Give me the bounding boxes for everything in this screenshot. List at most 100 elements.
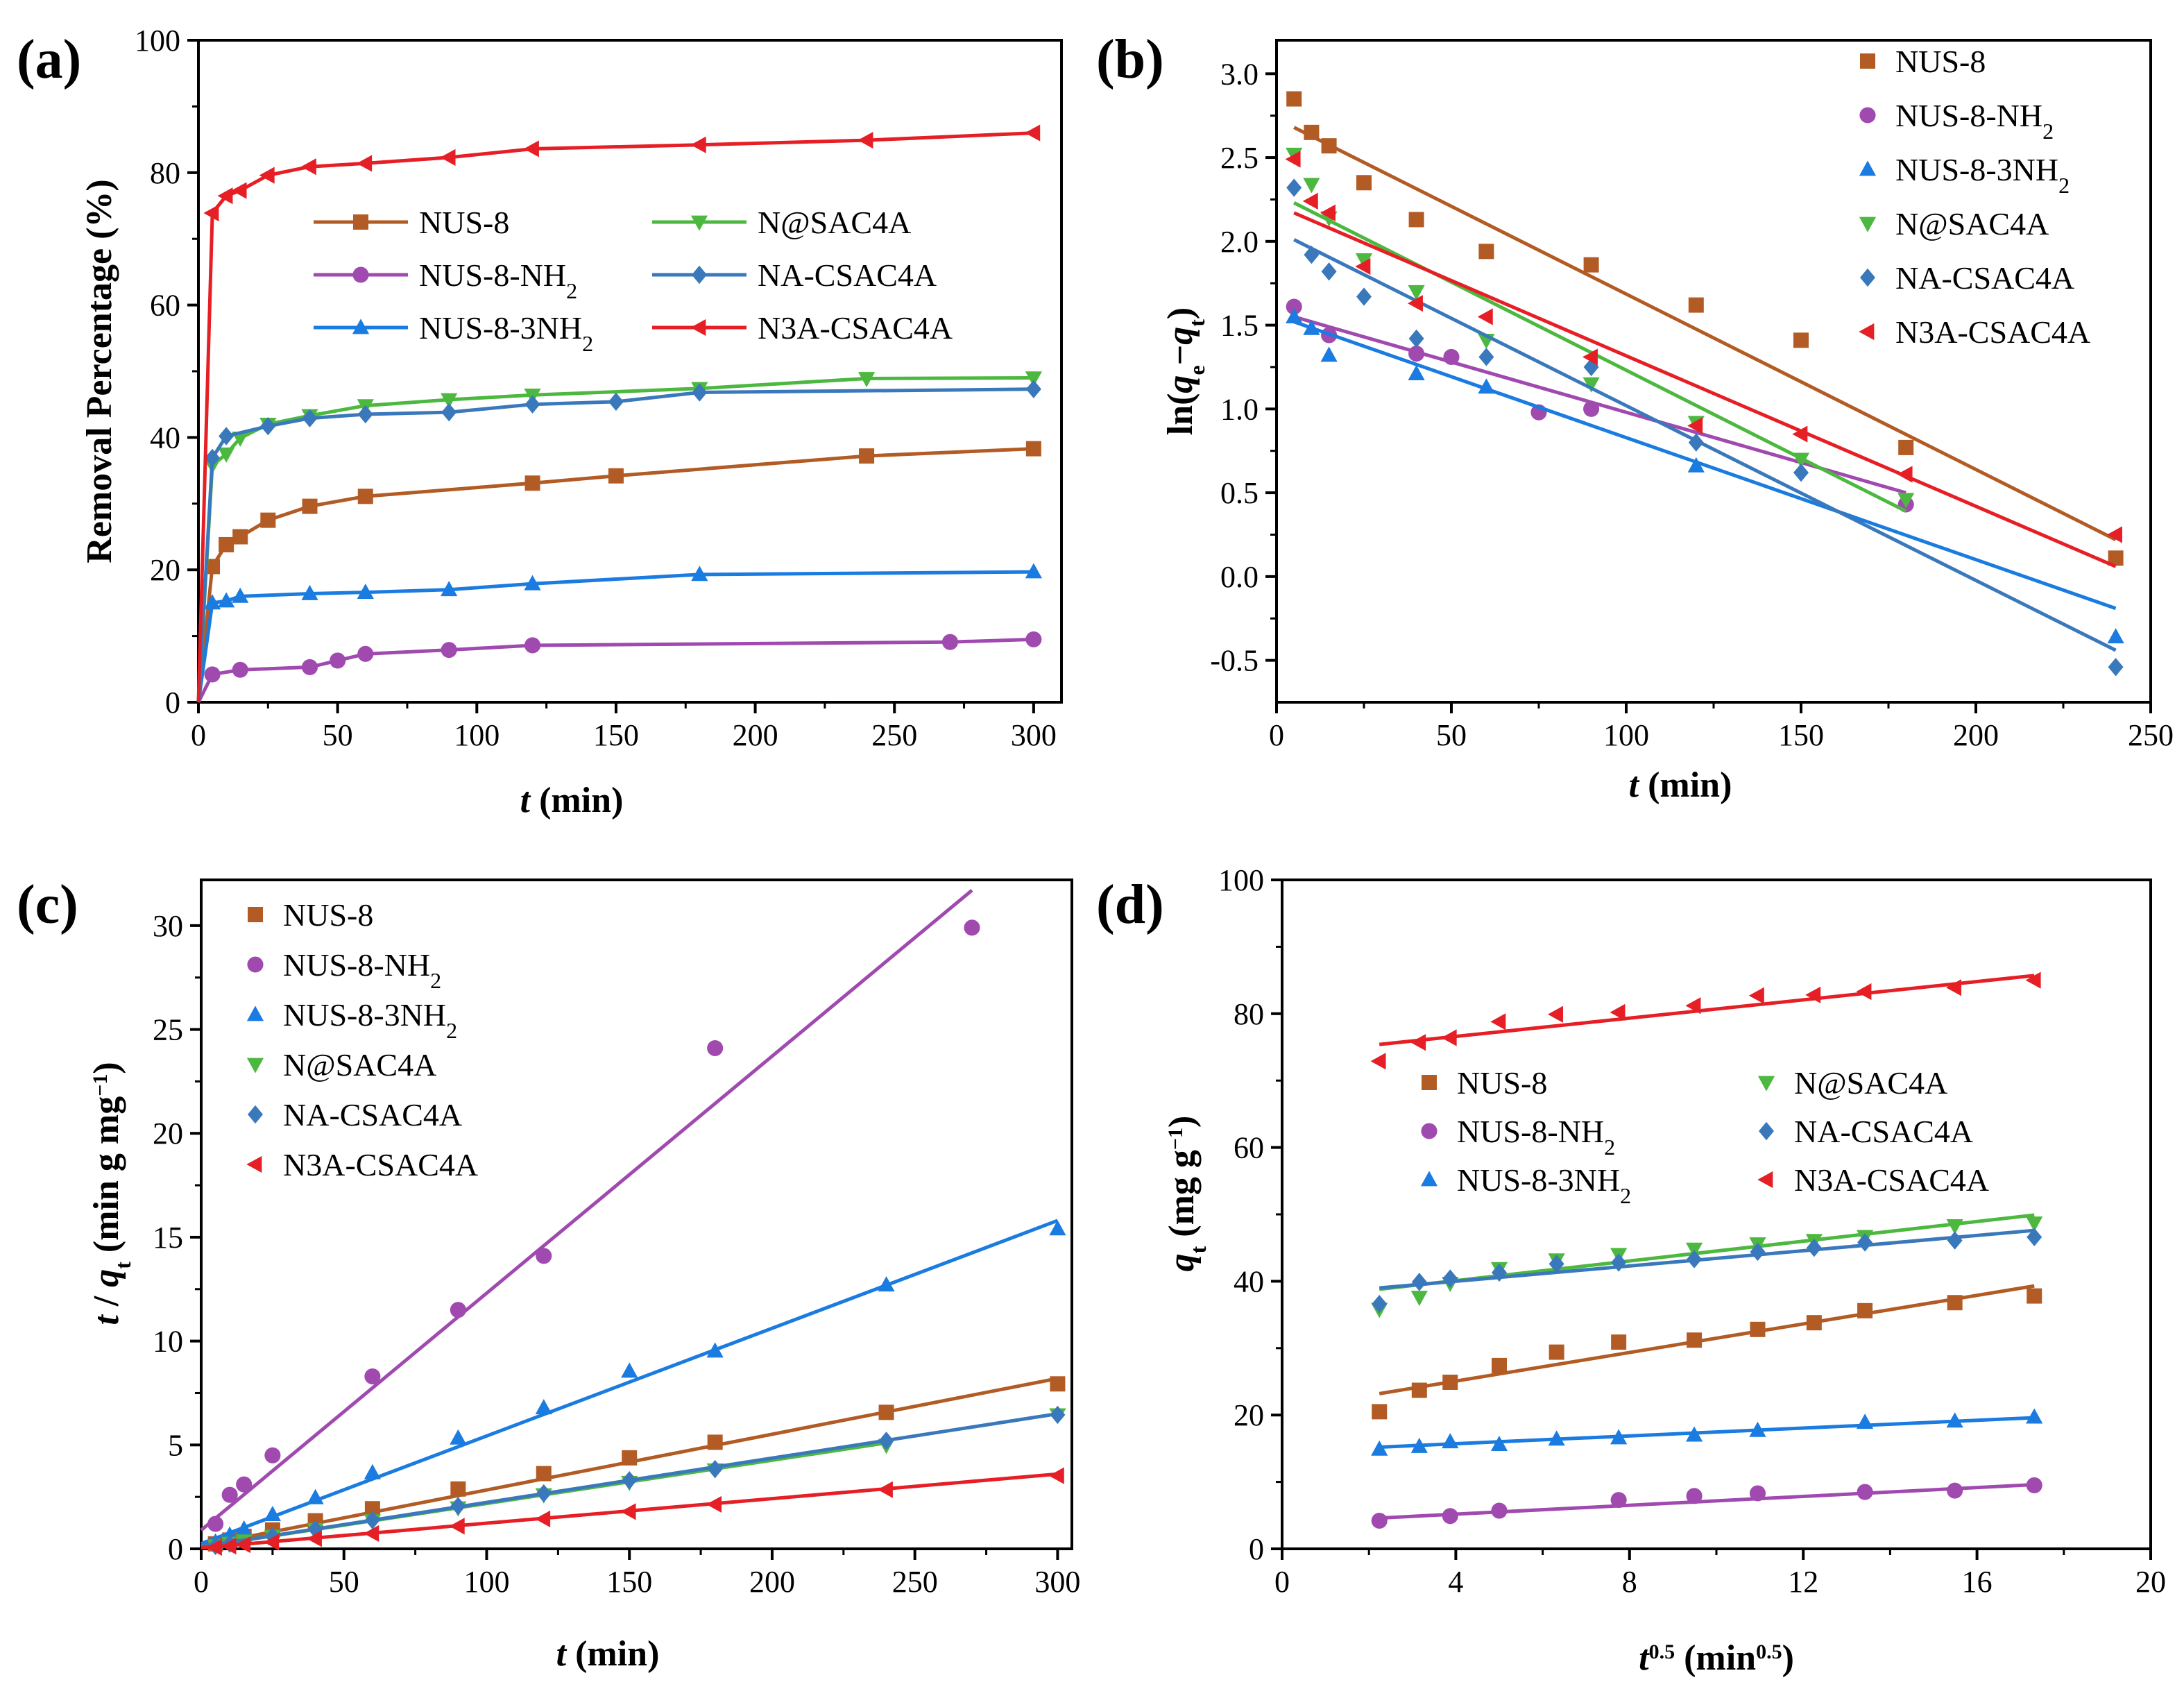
data-point bbox=[441, 402, 457, 422]
data-point bbox=[1025, 124, 1041, 142]
data-point bbox=[1285, 151, 1301, 168]
data-point bbox=[450, 1429, 467, 1445]
legend-marker bbox=[1421, 1123, 1437, 1139]
x-tick-label: 50 bbox=[329, 1565, 359, 1599]
data-point bbox=[608, 468, 624, 484]
data-point bbox=[2027, 1228, 2042, 1246]
data-point bbox=[203, 594, 221, 610]
panel-d: (d) 0 4 8 12 16 20 0 20 40 60 80 100 t0.5 (min0.5) qt … bbox=[1096, 863, 2166, 1678]
data-point bbox=[1897, 466, 1913, 483]
legend-item-nus-8-3nh2: NUS-8-3NH2 bbox=[246, 997, 457, 1043]
data-point bbox=[2108, 658, 2124, 677]
legend-marker bbox=[692, 265, 707, 285]
data-point bbox=[302, 409, 318, 427]
data-point bbox=[1407, 295, 1423, 312]
x-tick-label: 0 bbox=[1269, 718, 1284, 752]
data-point bbox=[707, 1039, 724, 1057]
legend-label: N3A-CSAC4A bbox=[758, 310, 953, 346]
data-point bbox=[221, 1486, 238, 1503]
data-point bbox=[357, 645, 374, 662]
data-point bbox=[1049, 1220, 1066, 1236]
legend-marker bbox=[1860, 53, 1875, 69]
data-point bbox=[441, 581, 458, 597]
data-point bbox=[1947, 1231, 1963, 1250]
legend-label: NA-CSAC4A bbox=[758, 257, 937, 293]
data-point bbox=[1411, 1382, 1427, 1398]
y-tick-label: 0.5 bbox=[1220, 476, 1259, 510]
series-nus-8-3nh2 bbox=[1371, 1408, 2043, 1456]
legend-marker bbox=[1859, 107, 1876, 124]
data-point bbox=[1688, 433, 1704, 452]
data-point bbox=[203, 204, 219, 222]
data-point bbox=[1946, 979, 1962, 996]
y-tick-label: 10 bbox=[153, 1325, 183, 1359]
data-point bbox=[1857, 1233, 1873, 1252]
legend-label: N3A-CSAC4A bbox=[1794, 1162, 1989, 1198]
legend-label: N@SAC4A bbox=[283, 1047, 436, 1083]
data-point bbox=[231, 182, 247, 199]
data-point bbox=[306, 1530, 322, 1547]
series-nus-8 bbox=[196, 441, 1041, 703]
x-tick-label: 100 bbox=[463, 1565, 509, 1599]
data-point bbox=[1442, 1374, 1458, 1390]
data-point bbox=[300, 158, 316, 176]
series-na-csac4a bbox=[1286, 178, 2124, 677]
fit-line-nus-8-3nh2 bbox=[1293, 320, 2117, 611]
data-point bbox=[1687, 417, 1703, 434]
data-point bbox=[1408, 329, 1424, 348]
data-point bbox=[357, 583, 374, 599]
data-point bbox=[221, 1538, 237, 1555]
data-point bbox=[449, 1518, 465, 1535]
legend-item-nus-8-nh2: NUS-8-NH2 bbox=[247, 947, 441, 993]
data-point bbox=[441, 393, 458, 409]
legend-item-n-sac4a: N@SAC4A bbox=[246, 1047, 436, 1083]
legend-label: NUS-8 bbox=[1895, 44, 1986, 79]
data-point bbox=[330, 652, 346, 669]
legend-item-na-csac4a: NA-CSAC4A bbox=[652, 257, 937, 293]
panel-c-frame bbox=[200, 879, 1073, 1550]
data-point bbox=[622, 1471, 638, 1490]
data-point bbox=[2025, 971, 2041, 989]
y-axis-title: t / qt (min g mg−1) bbox=[87, 1062, 135, 1325]
legend-item-na-csac4a: NA-CSAC4A bbox=[1759, 1114, 1973, 1149]
data-point bbox=[207, 1516, 224, 1532]
legend-label: N@SAC4A bbox=[1895, 206, 2049, 241]
x-tick-label: 0 bbox=[1274, 1565, 1290, 1599]
y-tick-label: 60 bbox=[1234, 1131, 1264, 1165]
data-point bbox=[536, 1466, 552, 1482]
data-point bbox=[1050, 1376, 1066, 1392]
data-point bbox=[1549, 1344, 1564, 1360]
data-point bbox=[1548, 1430, 1565, 1446]
data-point bbox=[1408, 212, 1424, 228]
data-point bbox=[1286, 307, 1303, 323]
data-point bbox=[1025, 380, 1041, 398]
data-point bbox=[1408, 364, 1425, 380]
data-point bbox=[205, 559, 221, 575]
data-point bbox=[219, 427, 234, 445]
data-point bbox=[859, 448, 875, 464]
x-tick-label: 200 bbox=[733, 718, 778, 752]
data-point bbox=[1371, 1512, 1388, 1529]
data-point bbox=[1408, 285, 1425, 300]
legend-item-nus-8-3nh2: NUS-8-3NH2 bbox=[1420, 1162, 1631, 1208]
legend-marker bbox=[1860, 268, 1875, 287]
data-point bbox=[440, 148, 456, 166]
data-point bbox=[1685, 997, 1701, 1015]
data-point bbox=[1687, 457, 1705, 473]
panel-b-label: (b) bbox=[1096, 29, 1164, 90]
x-tick-label: 250 bbox=[2128, 718, 2174, 752]
data-point bbox=[707, 1434, 723, 1450]
data-point bbox=[858, 372, 876, 388]
panel-d-legend: NUS-8 N@SAC4A NUS-8-NH2 NA-CSAC4A NUS-8-3NH2… bbox=[1420, 1065, 1989, 1208]
legend-label: NUS-8 bbox=[283, 897, 373, 933]
data-point bbox=[621, 1362, 638, 1378]
data-point bbox=[1898, 439, 1914, 455]
data-point bbox=[1857, 1484, 1873, 1500]
fit-line-nus-8 bbox=[1293, 126, 2117, 541]
data-point bbox=[1610, 1429, 1628, 1445]
data-point bbox=[1356, 175, 1372, 191]
data-point bbox=[1749, 1421, 1766, 1437]
legend-label: NA-CSAC4A bbox=[1895, 260, 2074, 296]
data-point bbox=[523, 140, 539, 158]
data-point bbox=[264, 1505, 281, 1521]
